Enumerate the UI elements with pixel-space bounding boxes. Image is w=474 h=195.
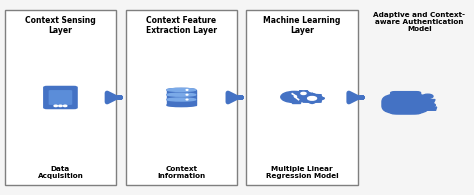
Ellipse shape [167, 93, 196, 96]
Text: Adaptive and Context-
aware Authentication
Model: Adaptive and Context- aware Authenticati… [374, 12, 465, 32]
Circle shape [301, 92, 306, 95]
Bar [167, 90, 196, 96]
FancyBboxPatch shape [382, 94, 429, 114]
Polygon shape [300, 93, 325, 104]
Polygon shape [296, 91, 311, 96]
Circle shape [422, 94, 433, 98]
Circle shape [400, 98, 411, 102]
Polygon shape [425, 107, 437, 110]
FancyBboxPatch shape [246, 10, 358, 185]
Text: Context Sensing
Layer: Context Sensing Layer [25, 16, 96, 35]
Circle shape [281, 91, 308, 103]
Bar [167, 99, 196, 105]
Polygon shape [296, 91, 311, 96]
Bar [167, 95, 196, 100]
Ellipse shape [167, 88, 196, 91]
FancyBboxPatch shape [43, 86, 78, 109]
FancyBboxPatch shape [5, 10, 116, 185]
Ellipse shape [167, 98, 196, 101]
Polygon shape [300, 93, 325, 104]
Ellipse shape [167, 104, 196, 107]
Circle shape [308, 97, 317, 100]
Text: Machine Learning
Layer: Machine Learning Layer [264, 16, 341, 35]
Ellipse shape [167, 93, 196, 96]
FancyBboxPatch shape [49, 90, 72, 105]
Text: Multiple Linear
Regression Model: Multiple Linear Regression Model [266, 166, 338, 179]
Ellipse shape [167, 88, 196, 91]
Circle shape [186, 99, 188, 100]
FancyBboxPatch shape [126, 10, 237, 185]
Circle shape [186, 94, 188, 95]
Circle shape [59, 105, 62, 106]
Text: Data
Acquisition: Data Acquisition [37, 166, 83, 179]
Text: Context Feature
Extraction Layer: Context Feature Extraction Layer [146, 16, 217, 35]
Polygon shape [420, 99, 435, 103]
Circle shape [427, 103, 435, 107]
Ellipse shape [167, 98, 196, 101]
Circle shape [54, 105, 57, 106]
Text: Context
Information: Context Information [157, 166, 205, 179]
Circle shape [64, 105, 67, 106]
FancyBboxPatch shape [396, 96, 415, 110]
FancyBboxPatch shape [390, 91, 421, 115]
Bar [292, 102, 300, 103]
